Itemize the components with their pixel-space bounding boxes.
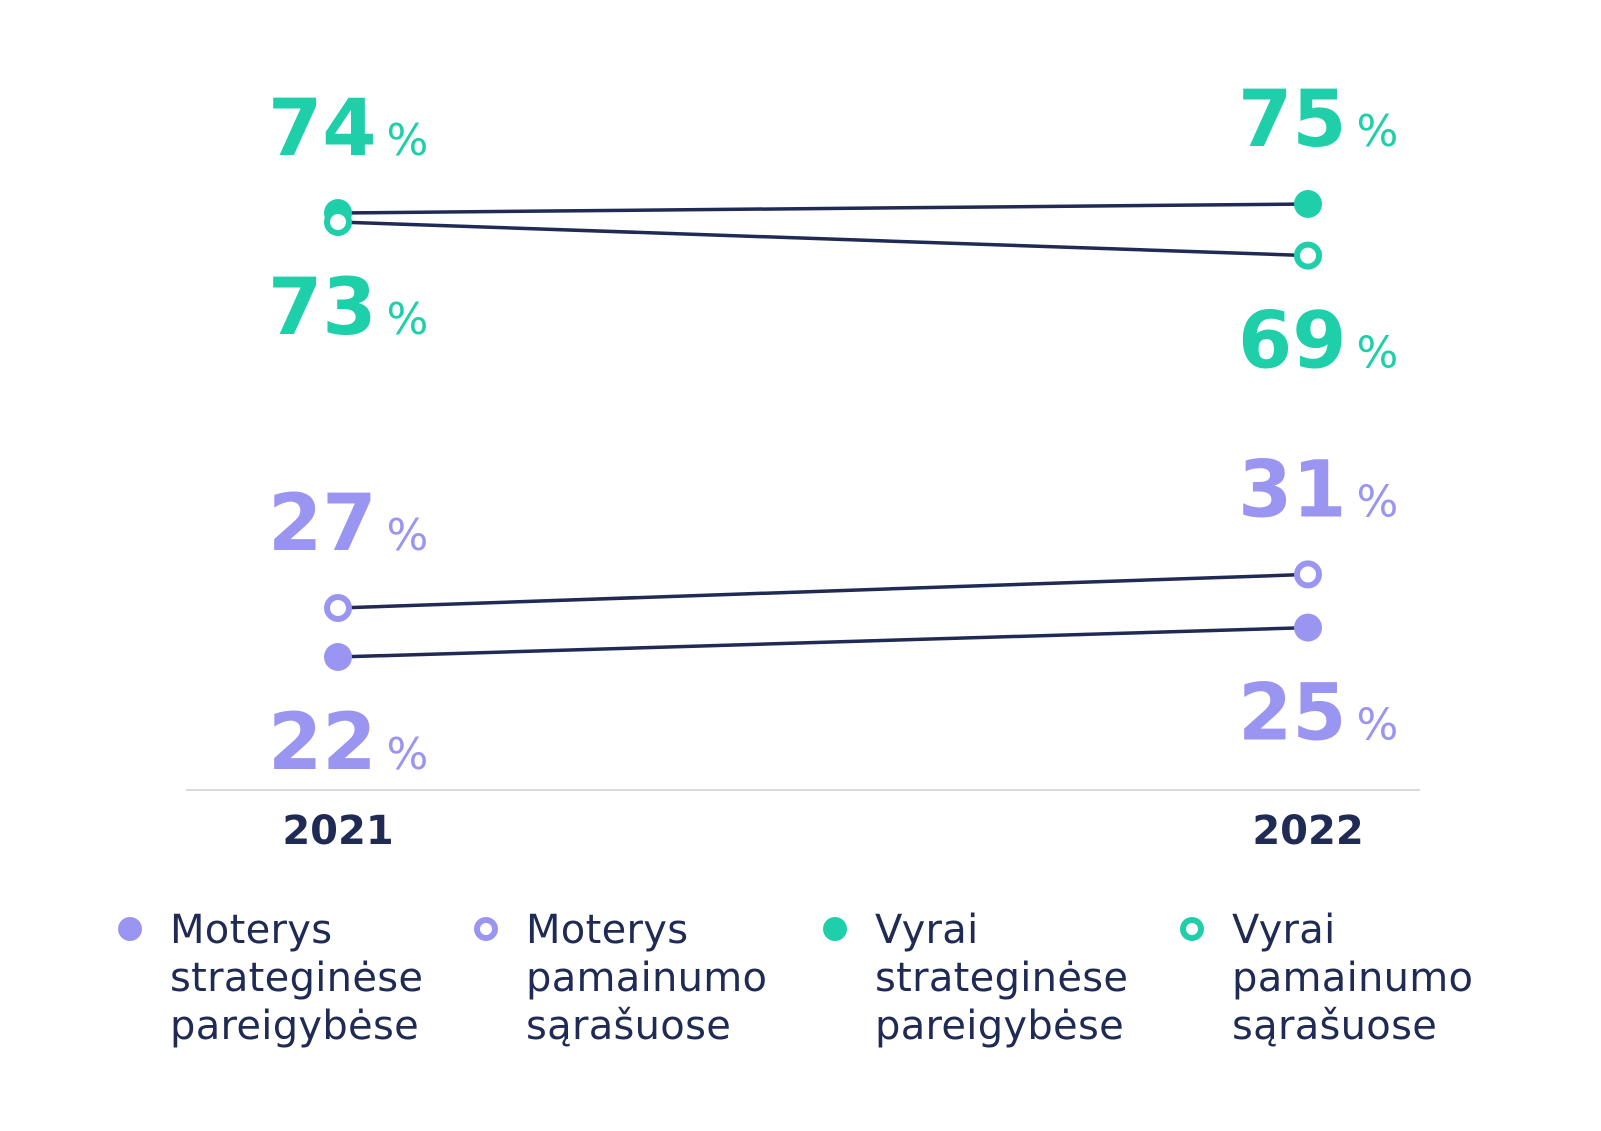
series-markers xyxy=(324,190,1322,671)
value-labels: 74% 75 % 73% 69 % 27 % 31 % 22% 25% xyxy=(268,75,1398,788)
series-line xyxy=(337,220,1309,258)
line-chart: 74% 75 % 73% 69 % 27 % 31 % 22% 25% 2021 2022 xyxy=(186,75,1420,854)
data-label: 31% xyxy=(1238,445,1398,535)
data-label: 22% xyxy=(268,698,428,788)
data-point-hollow xyxy=(324,594,352,622)
legend-item-women-strategic: Moterys strateginėse pareigybėse xyxy=(118,906,423,1050)
legend-label: Moterys pamainumo sąrašuose xyxy=(526,907,768,1049)
legend-item-men-succession: Vyrai pamainumo sąrašuose xyxy=(1180,906,1473,1050)
hollow-circle-icon xyxy=(474,917,498,941)
legend-item-men-strategic: Vyrai strateginėse pareigybėse xyxy=(823,906,1128,1050)
legend-label: Vyrai strateginėse pareigybėse xyxy=(875,907,1129,1049)
data-label: 74% xyxy=(268,84,428,174)
x-tick-label: 2021 xyxy=(282,808,393,854)
data-label: 73% xyxy=(268,263,428,353)
data-point-filled xyxy=(1294,613,1322,642)
data-label: 75% xyxy=(1238,75,1398,165)
series-line xyxy=(337,202,1309,215)
legend-item-women-succession: Moterys pamainumo sąrašuose xyxy=(474,906,767,1050)
legend-label: Moterys strateginėse pareigybėse xyxy=(170,907,424,1049)
hollow-circle-icon xyxy=(1180,917,1204,941)
series-lines xyxy=(337,202,1309,659)
data-point-filled xyxy=(1294,190,1322,218)
x-axis-tick-labels: 2021 2022 xyxy=(282,808,1363,854)
data-point-hollow xyxy=(324,208,352,236)
data-point-hollow xyxy=(1294,241,1322,270)
data-label: 25% xyxy=(1238,669,1398,759)
legend-label: Vyrai pamainumo sąrašuose xyxy=(1232,907,1474,1049)
legend: Moterys strateginėse pareigybėse Moterys… xyxy=(0,906,1601,1066)
data-label: 27% xyxy=(268,479,428,569)
x-tick-label: 2022 xyxy=(1252,808,1363,854)
series-line xyxy=(337,572,1309,610)
data-point-hollow xyxy=(1294,560,1322,589)
filled-circle-icon xyxy=(118,917,142,941)
data-label: 69% xyxy=(1238,297,1398,387)
data-point-filled xyxy=(324,643,352,671)
series-line xyxy=(337,625,1309,659)
filled-circle-icon xyxy=(823,917,847,941)
